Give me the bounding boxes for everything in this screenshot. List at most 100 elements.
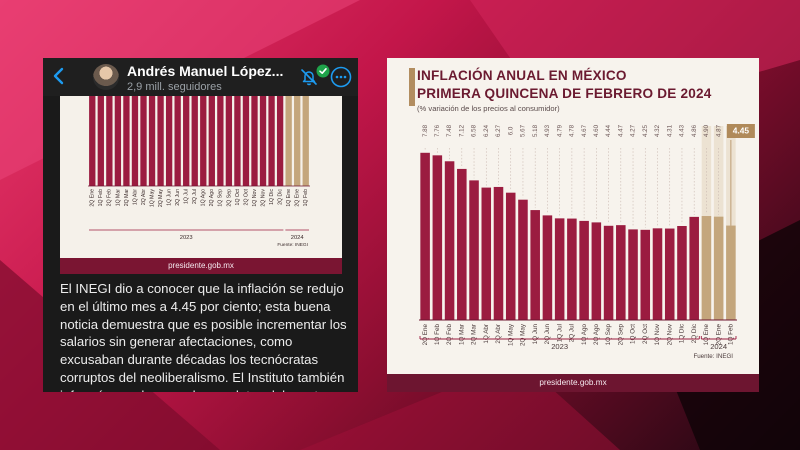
data-bar — [444, 161, 455, 320]
category-label: 2Q Jul — [569, 324, 576, 342]
mini-category-label: 2Q Ago — [209, 189, 215, 206]
category-label: 2Q Ago — [593, 324, 600, 346]
mini-bar — [191, 96, 198, 186]
value-label: 4.86 — [691, 124, 698, 137]
data-bar — [677, 225, 687, 320]
mini-category-label: 1Q Jul — [184, 189, 190, 204]
category-label: 1Q Mar — [458, 324, 465, 345]
mini-bar — [157, 96, 164, 186]
category-label: 1Q Feb — [728, 324, 735, 345]
category-label: 1Q Feb — [434, 324, 441, 345]
mini-bar — [302, 96, 309, 186]
mini-bar — [208, 96, 215, 186]
year-label: 2023 — [551, 342, 568, 351]
mini-category-label: 2Q Oct — [243, 188, 249, 205]
avatar[interactable] — [93, 64, 119, 90]
author-name[interactable]: Andrés Manuel López... — [127, 63, 284, 79]
mini-bar — [217, 96, 224, 186]
mini-category-label: 2Q Jul — [192, 189, 198, 204]
inflation-bar-chart: 7.88 7.76 7.48 7.12 6.58 6.24 6.27 6.0 5.67 5.18 4… — [419, 124, 755, 360]
category-label: 1Q Ago — [581, 324, 588, 346]
data-bar — [432, 155, 443, 320]
mini-bar — [294, 96, 301, 186]
mini-year-label: 2024 — [291, 235, 305, 241]
data-bar — [652, 228, 663, 320]
card-footer: presidente.gob.mx — [387, 374, 759, 392]
more-icon[interactable] — [330, 66, 352, 88]
value-label: 7.76 — [434, 124, 441, 137]
mini-category-label: 2Q Sep — [226, 189, 232, 207]
value-label: 4.79 — [556, 124, 563, 137]
mini-bar — [183, 96, 190, 186]
category-label: 1Q Sep — [605, 324, 612, 346]
mini-source-label: Fuente: INEGI — [277, 242, 308, 248]
value-label: 4.44 — [605, 124, 612, 137]
mini-bar — [234, 96, 241, 186]
mini-category-label: 2Q May — [158, 189, 164, 208]
category-label: 2Q Jun — [544, 324, 551, 345]
data-bar — [664, 228, 675, 320]
mini-chart-footer: presidente.gob.mx — [60, 258, 342, 274]
data-bar — [469, 180, 479, 320]
chart-title-line2: PRIMERA QUINCENA DE FEBRERO DE 2024 — [417, 86, 712, 101]
mini-year-label: 2023 — [180, 235, 193, 241]
mini-bar — [174, 96, 181, 186]
value-label: 4.43 — [679, 124, 686, 137]
data-bar — [420, 152, 430, 320]
mini-category-label: 1Q Feb — [303, 189, 309, 206]
mini-category-label: 2Q Nov — [260, 189, 266, 207]
value-label: 5.67 — [520, 124, 527, 137]
data-bar — [628, 229, 638, 320]
highlight-value-label: 4.45 — [733, 126, 750, 136]
value-label: 6.27 — [495, 124, 502, 137]
data-bar — [713, 216, 724, 320]
data-bar — [542, 215, 553, 320]
mini-bar — [251, 96, 258, 186]
mini-category-label: 1Q Mar — [115, 189, 121, 207]
tweet-panel: 2Q Ene 1Q Feb 2Q Feb 1Q Mar 2Q Mar 1Q Abr 2Q A… — [43, 58, 358, 392]
mini-category-label: 2Q Abr — [141, 189, 147, 205]
value-label: 4.90 — [703, 124, 710, 137]
mini-bar — [200, 96, 207, 186]
category-label: 1Q Abr — [483, 324, 490, 344]
mini-category-label: 1Q Ago — [201, 189, 207, 206]
mini-category-label: 2Q Ene — [90, 189, 96, 207]
mini-bar — [242, 96, 250, 186]
category-label: 1Q Nov — [654, 323, 661, 345]
back-arrow-icon[interactable] — [49, 66, 69, 86]
data-bar — [554, 218, 565, 320]
mini-category-label: 1Q May — [149, 189, 155, 208]
mini-bar — [285, 96, 292, 186]
value-label: 4.93 — [544, 124, 551, 137]
title-highlight-bar — [409, 68, 415, 106]
category-label: 2Q Mar — [471, 324, 478, 345]
data-bar — [616, 225, 626, 320]
data-bar — [640, 229, 651, 320]
category-label: 1Q Jul — [556, 324, 563, 342]
value-label: 7.48 — [446, 124, 453, 137]
category-label: 2Q Feb — [446, 324, 453, 345]
mini-bar — [259, 96, 267, 186]
mini-bar — [123, 96, 130, 186]
source-label: Fuente: INEGI — [693, 353, 733, 360]
bell-off-icon[interactable] — [299, 67, 319, 87]
value-label: 4.60 — [593, 124, 600, 137]
mini-bar — [131, 96, 139, 186]
mini-category-label: 2Q Dic — [277, 189, 283, 205]
category-label: 1Q Ene — [703, 324, 710, 346]
data-bar — [591, 222, 602, 320]
mini-category-label: 1Q Dic — [269, 189, 275, 205]
mini-bar — [106, 96, 113, 186]
data-bar — [567, 218, 577, 320]
tweet-image-chart[interactable]: 2Q Ene 1Q Feb 2Q Feb 1Q Mar 2Q Mar 1Q Abr 2Q A… — [60, 96, 342, 274]
mini-category-label: 2Q Feb — [107, 189, 113, 206]
mini-bar — [268, 96, 275, 186]
mini-category-label: 2Q Jun — [175, 189, 181, 206]
mini-chart-svg: 2Q Ene 1Q Feb 2Q Feb 1Q Mar 2Q Mar 1Q Abr 2Q A… — [88, 96, 310, 248]
value-label: 5.18 — [532, 124, 539, 137]
value-label: 6.58 — [471, 124, 478, 137]
mini-category-label: 2Q Ene — [295, 189, 301, 207]
follower-count: 2,9 mill. seguidores — [127, 81, 222, 93]
mini-category-label: 1Q Abr — [132, 189, 138, 205]
value-label: 4.78 — [569, 124, 576, 137]
